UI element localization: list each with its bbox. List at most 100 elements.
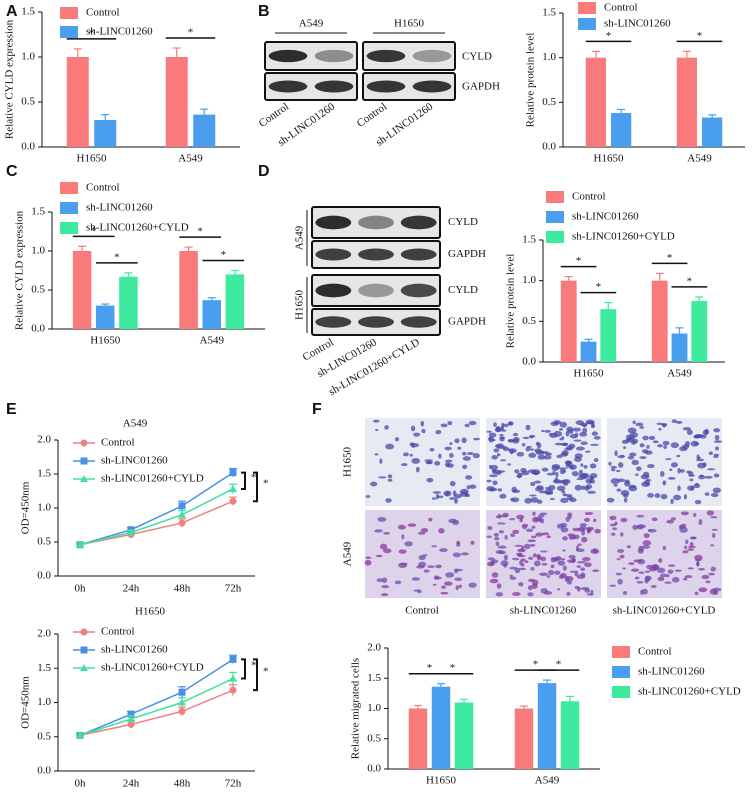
y-tick-label: 1.0 (367, 702, 381, 714)
micrograph-row-label: A549 (342, 541, 354, 566)
cell (706, 510, 715, 516)
significance-bracket (253, 471, 258, 503)
cell (524, 497, 532, 504)
significance-label: * (91, 225, 97, 237)
cell (496, 522, 506, 525)
cell (518, 567, 526, 571)
cell (711, 528, 718, 531)
cell (528, 556, 534, 560)
cell (422, 554, 428, 557)
cell (372, 419, 380, 423)
cell (499, 433, 504, 437)
y-tick-label: 0.0 (542, 141, 556, 153)
blot-band (314, 49, 354, 63)
cell (696, 561, 700, 567)
cell (710, 566, 717, 572)
cell (627, 427, 637, 434)
y-tick-label: 1.5 (31, 206, 45, 218)
cell (487, 526, 493, 531)
cell (698, 587, 708, 593)
cell (427, 565, 435, 568)
cell (631, 459, 639, 466)
cell (579, 525, 587, 531)
point (229, 655, 237, 663)
cell (528, 578, 536, 583)
cell (530, 435, 534, 439)
cell (561, 436, 565, 439)
cell (544, 488, 553, 495)
cell (569, 570, 576, 573)
cell (580, 441, 588, 446)
cell (452, 552, 462, 558)
cell (525, 528, 534, 532)
cell (574, 586, 580, 589)
cell (533, 560, 541, 567)
cell (537, 514, 545, 518)
cell (566, 591, 571, 596)
cell (592, 569, 600, 573)
legend-label: Control (101, 437, 135, 449)
cell (493, 422, 497, 427)
cell (378, 476, 387, 479)
cell (569, 433, 578, 439)
x-tick-label: A549 (687, 153, 712, 165)
cell (610, 465, 618, 469)
blot-row-label: GAPDH (462, 81, 500, 93)
cell (586, 593, 594, 596)
cell (631, 440, 637, 445)
cell (652, 440, 659, 444)
panel-letter: A (6, 3, 18, 20)
cell (539, 572, 548, 576)
cell (492, 469, 501, 473)
cell (464, 423, 470, 428)
cell (558, 467, 568, 470)
cell (434, 460, 441, 466)
cell (562, 449, 569, 456)
cell (499, 493, 507, 499)
y-tick-label: 1.5 (522, 234, 536, 246)
cell (664, 581, 672, 584)
cell (563, 482, 569, 486)
blot-row-label: CYLD (448, 284, 478, 296)
legend-label: Control (572, 191, 606, 203)
cell (493, 471, 500, 475)
cell (620, 532, 624, 537)
cell (490, 464, 498, 471)
cell (465, 475, 473, 480)
cell (641, 588, 648, 595)
cell (539, 550, 548, 553)
cell (609, 584, 617, 587)
y-tick-label: 1.0 (37, 696, 51, 708)
cell (657, 576, 665, 582)
y-axis-label: Relative CYLD expression (14, 210, 26, 330)
legend-swatch (60, 182, 78, 194)
cell (712, 487, 721, 494)
point (178, 519, 186, 527)
cell (518, 582, 524, 587)
cell (609, 523, 617, 527)
legend-swatch (60, 222, 78, 234)
cell (689, 536, 697, 540)
cell (565, 430, 570, 437)
cell (469, 484, 477, 489)
legend-label: Control (604, 2, 638, 14)
legend-label: sh-LINC01260+CYLD (86, 222, 189, 234)
cell (574, 456, 582, 462)
bar (585, 57, 606, 147)
bar (95, 305, 115, 329)
significance-label: * (251, 471, 257, 483)
blot-row-label: CYLD (448, 216, 478, 228)
cell (537, 454, 546, 460)
cell (486, 430, 492, 433)
cell (445, 572, 455, 578)
cell (622, 567, 626, 570)
cell (493, 532, 499, 537)
cell (643, 533, 650, 539)
legend-swatch (546, 211, 564, 223)
y-tick-label: 0.0 (37, 570, 51, 582)
cell (593, 458, 599, 463)
cell (554, 477, 559, 483)
cell (394, 437, 400, 442)
blot-frame (362, 72, 456, 101)
cell (671, 419, 678, 424)
